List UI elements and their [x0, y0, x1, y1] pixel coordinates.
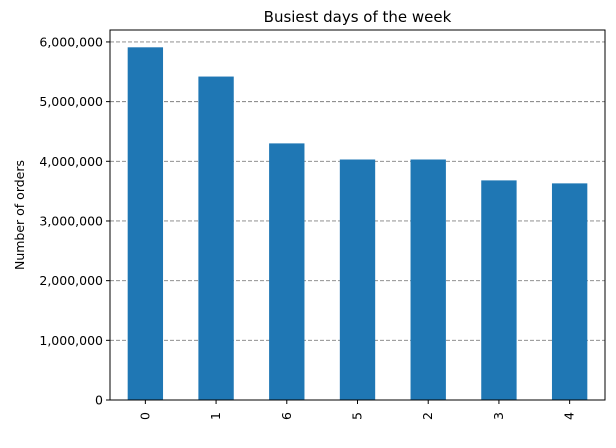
y-tick-label: 0 — [95, 393, 103, 408]
bar — [127, 47, 164, 400]
x-tick-label: 5 — [350, 412, 365, 420]
x-tick-label: 4 — [562, 412, 577, 420]
bar — [339, 159, 376, 400]
y-tick-label: 4,000,000 — [39, 154, 103, 169]
y-tick-label: 5,000,000 — [39, 94, 103, 109]
y-tick-label: 2,000,000 — [39, 273, 103, 288]
y-axis-ticks: 0 1,000,000 2,000,000 3,000,000 4,000,000 5,0… — [39, 34, 110, 408]
y-tick-label: 3,000,000 — [39, 213, 103, 228]
x-tick-label: 3 — [491, 412, 506, 420]
y-axis-label: Number of orders — [12, 160, 27, 270]
y-tick-label: 6,000,000 — [39, 34, 103, 49]
x-tick-label: 6 — [279, 412, 294, 420]
bar — [481, 180, 517, 400]
x-axis-ticks: 0 1 6 5 2 3 4 — [137, 400, 577, 420]
x-tick-label: 0 — [137, 412, 152, 420]
bar — [198, 76, 234, 400]
bar — [410, 159, 446, 400]
bars — [127, 47, 588, 401]
x-tick-label: 1 — [208, 412, 223, 420]
bar — [551, 183, 588, 400]
y-tick-label: 1,000,000 — [39, 333, 103, 348]
bar — [269, 143, 305, 401]
chart-title: Busiest days of the week — [264, 8, 452, 26]
x-tick-label: 2 — [420, 412, 435, 420]
